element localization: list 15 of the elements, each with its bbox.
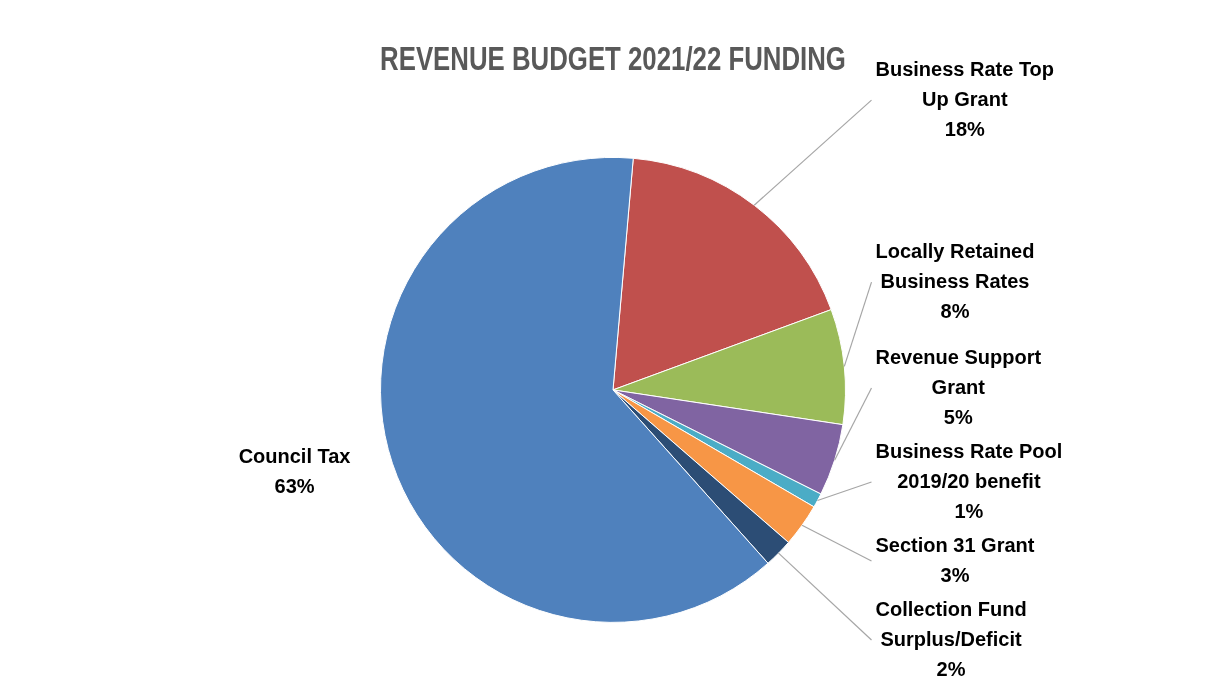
slice-label: Revenue Support Grant	[875, 345, 1042, 398]
slice-label: Business Rate Pool 2019/20 benefit	[875, 439, 1063, 492]
slice-label: Council Tax	[238, 445, 351, 468]
chart-title: REVENUE BUDGET 2021/22 FUNDING	[380, 39, 846, 77]
slice-label: Locally Retained Business Rates	[875, 239, 1035, 292]
slice-label: Business Rate Top Up Grant	[875, 57, 1055, 110]
slice-label: Collection Fund Surplus/Deficit	[875, 597, 1027, 650]
data-label: 18%	[944, 117, 986, 140]
data-label: 63%	[274, 475, 315, 498]
data-label: 2%	[936, 657, 966, 680]
data-label: 1%	[954, 499, 984, 522]
data-label: 8%	[940, 299, 970, 322]
slice-label: Section 31 Grant	[875, 533, 1035, 556]
data-label: 5%	[943, 405, 973, 428]
data-label: 3%	[940, 563, 970, 586]
